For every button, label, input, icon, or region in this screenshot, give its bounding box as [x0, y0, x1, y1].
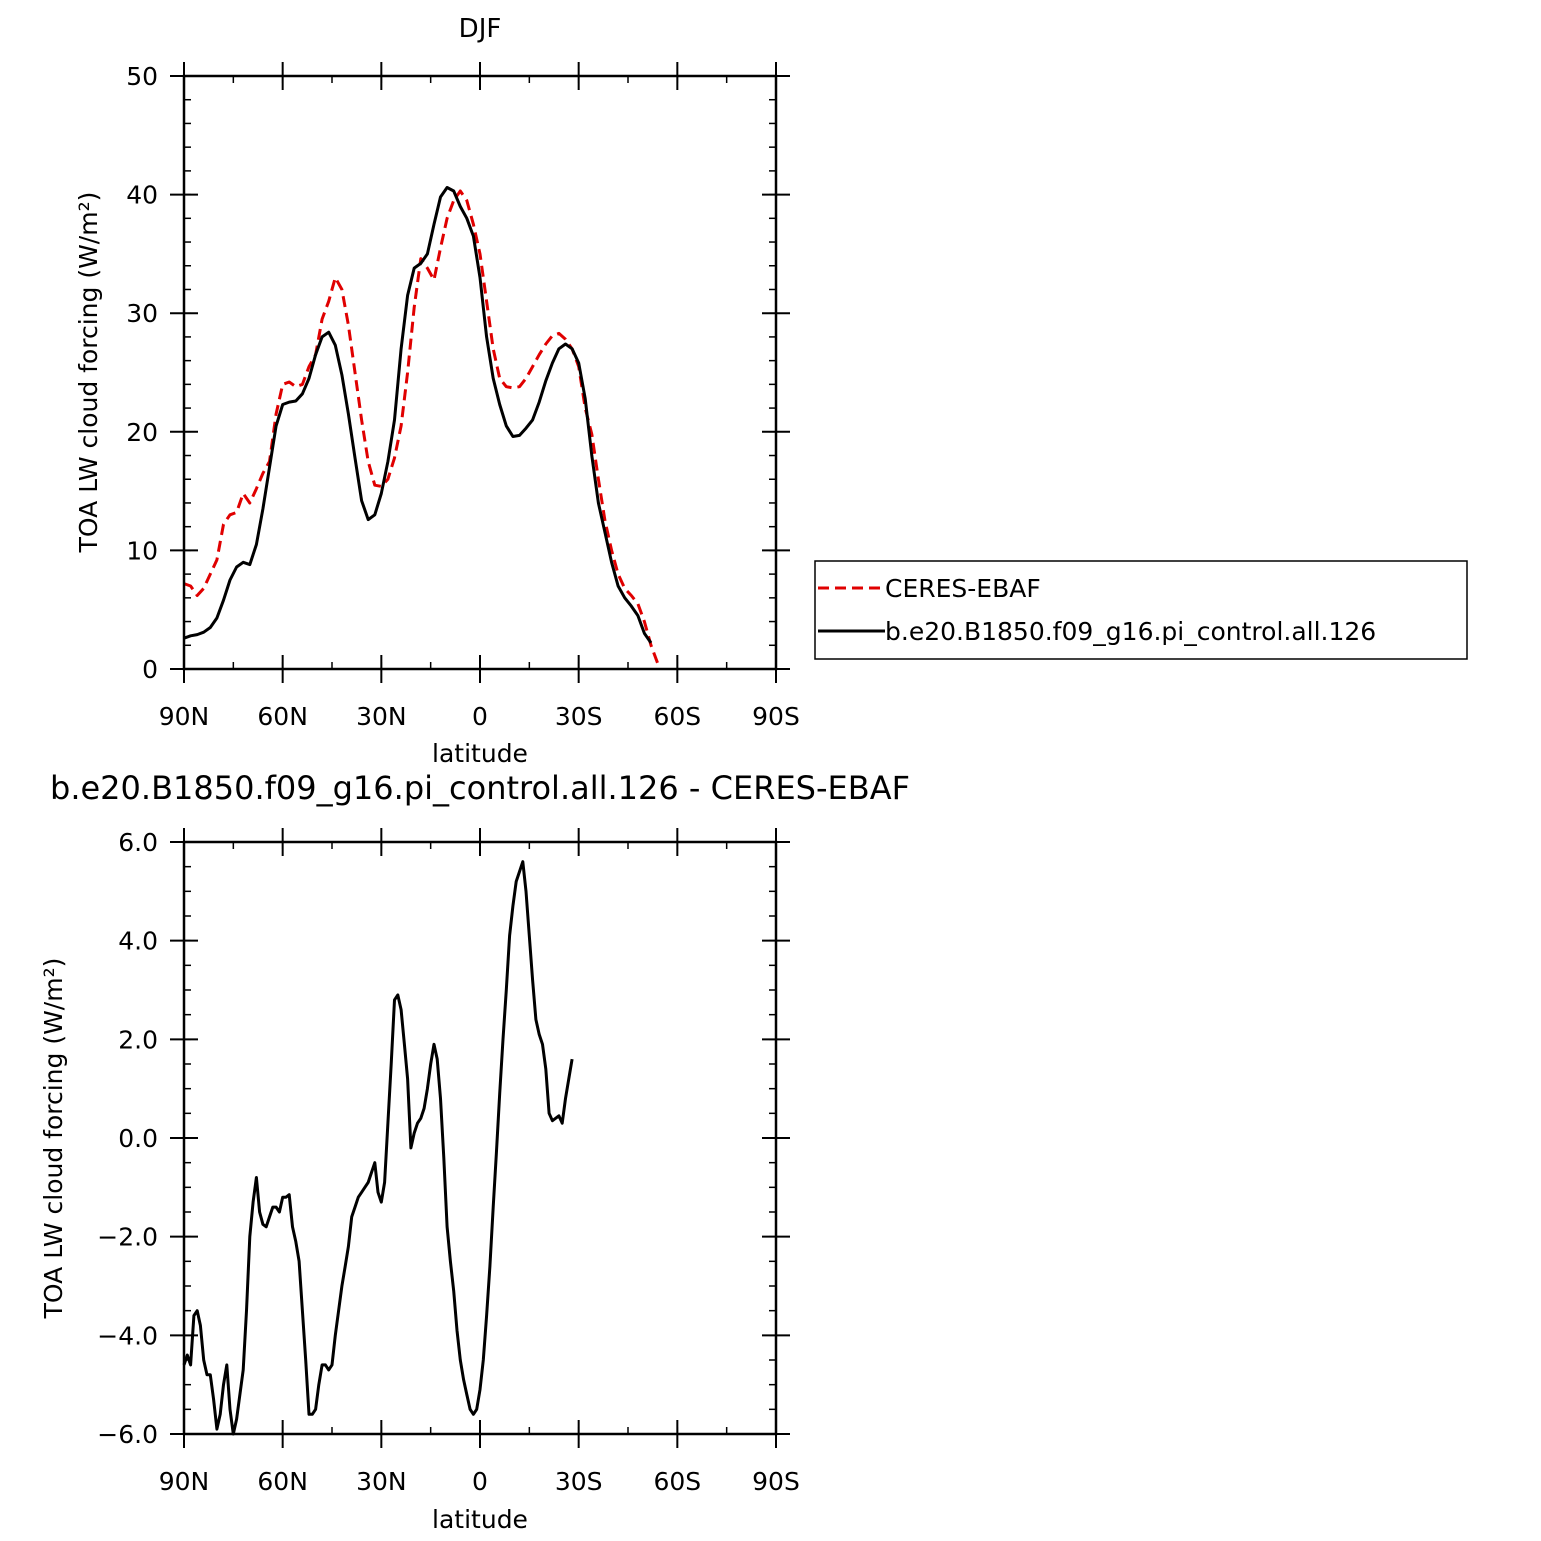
panel2-series-line-0 — [182, 860, 574, 1436]
panel1-series — [183, 186, 660, 664]
panel1-y-tick-label: 0 — [142, 655, 158, 684]
panel2-x-tick-label: 60N — [257, 1467, 308, 1496]
panel2-series — [182, 860, 574, 1436]
panel1-y-tick-label: 50 — [126, 62, 158, 91]
panel2-y-tick-label: 0.0 — [118, 1124, 158, 1153]
panel2-x-axis-label: latitude — [432, 1505, 528, 1534]
panel1-x-tick-label: 30N — [356, 702, 407, 731]
panel1-y-tick-label: 20 — [126, 418, 158, 447]
panel2-x-tick-label: 30S — [555, 1467, 603, 1496]
panel2-x-tick-label: 0 — [472, 1467, 488, 1496]
panel1-x-tick-label: 60N — [257, 702, 308, 731]
panel1-x-tick-label: 30S — [555, 702, 603, 731]
panel2-y-tick-label: 4.0 — [118, 927, 158, 956]
panel1-series-line-1 — [183, 186, 653, 644]
panel2-y-tick-label: −6.0 — [97, 1420, 158, 1449]
panel2-y-tick-label: 6.0 — [118, 828, 158, 857]
panel1-legend: CERES-EBAF b.e20.B1850.f09_g16.pi_contro… — [814, 560, 1468, 660]
panel2-x-tick-label: 30N — [356, 1467, 407, 1496]
panel1-x-tick-label: 0 — [472, 702, 488, 731]
panel1-y-tick-label: 30 — [126, 299, 158, 328]
panel1-title: DJF — [459, 14, 502, 44]
panel1-plot-frame — [182, 74, 778, 671]
panel2-ticks: −6.0 −4.0 −2.0 0.0 2.0 4.0 6.0 90N 60N 30N 0 30S 60S… — [97, 828, 800, 1496]
panel2-plot-frame — [182, 840, 778, 1436]
panel2-x-tick-label: 60S — [653, 1467, 701, 1496]
panel2-y-tick-label: 2.0 — [118, 1025, 158, 1054]
panel1-y-tick-label: 40 — [126, 181, 158, 210]
panel1-y-tick-label: 10 — [126, 536, 158, 565]
panel2-title: b.e20.B1850.f09_g16.pi_control.all.126 -… — [50, 769, 910, 807]
panel2-y-tick-label: −2.0 — [97, 1223, 158, 1252]
legend-label-model: b.e20.B1850.f09_g16.pi_control.all.126 — [885, 617, 1376, 646]
panel2-y-tick-label: −4.0 — [97, 1321, 158, 1350]
panel2-y-axis-label: TOA LW cloud forcing (W/m²) — [39, 958, 68, 1320]
panel2-x-tick-label: 90S — [752, 1467, 800, 1496]
panel2-x-tick-label: 90N — [159, 1467, 210, 1496]
panel1-x-tick-label: 90S — [752, 702, 800, 731]
panel1-x-tick-label: 60S — [653, 702, 701, 731]
panel1-ticks: 0 10 20 30 40 50 90N 60N 30N 0 30S 60S 90S — [126, 62, 800, 731]
legend-label-ceres: CERES-EBAF — [885, 574, 1041, 603]
panel1-x-axis-label: latitude — [432, 739, 528, 768]
panel1-x-tick-label: 90N — [159, 702, 210, 731]
legend-box — [814, 560, 1468, 660]
panel1-y-axis-label: TOA LW cloud forcing (W/m²) — [74, 192, 103, 554]
